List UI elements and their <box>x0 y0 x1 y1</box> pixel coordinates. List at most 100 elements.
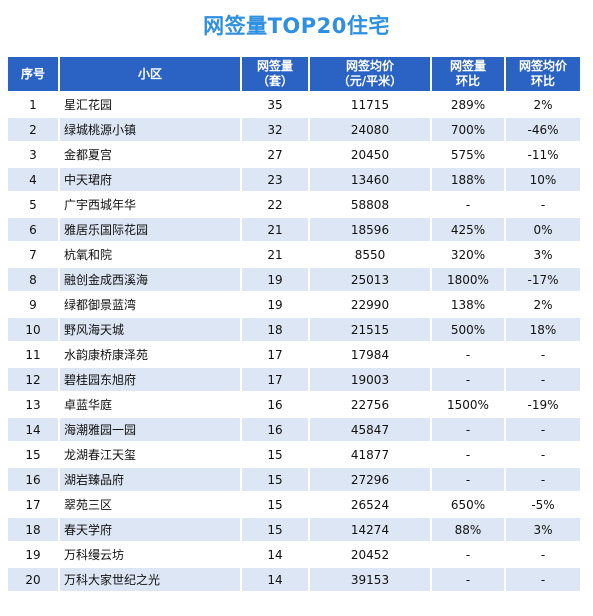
cell-index: 6 <box>8 218 58 241</box>
table-row: 3 金都夏宫 27 20450 575% -11% <box>8 143 580 166</box>
cell-index: 3 <box>8 143 58 166</box>
cell-price-mom: - <box>506 443 580 466</box>
cell-sales-count: 19 <box>242 293 308 316</box>
table-row: 12 碧桂园东旭府 17 19003- - <box>8 368 580 391</box>
cell-price-mom: - <box>506 193 580 216</box>
col-header-sales-count: 网签量 （套） <box>242 57 308 91</box>
cell-index: 18 <box>8 518 58 541</box>
cell-avg-price: 14274 <box>310 518 430 541</box>
table-row: 20 万科大家世纪之光 14 39153- - <box>8 568 580 591</box>
cell-count-mom: 320% <box>432 243 504 266</box>
cell-count-mom: 425% <box>432 218 504 241</box>
cell-count-mom: 500% <box>432 318 504 341</box>
cell-avg-price: 8550 <box>310 243 430 266</box>
table-row: 8 融创金成西溪海 19 25013 1800% -17% <box>8 268 580 291</box>
cell-sales-count: 19 <box>242 268 308 291</box>
cell-sales-count: 16 <box>242 418 308 441</box>
cell-index: 9 <box>8 293 58 316</box>
page-title: 网签量TOP20住宅 <box>203 14 390 38</box>
cell-count-mom: - <box>432 543 504 566</box>
cell-community: 融创金成西溪海 <box>60 268 240 291</box>
cell-sales-count: 14 <box>242 568 308 591</box>
cell-index: 8 <box>8 268 58 291</box>
cell-community: 龙湖春江天玺 <box>60 443 240 466</box>
table-row: 4 中天珺府 23 13460 188% 10% <box>8 168 580 191</box>
cell-index: 15 <box>8 443 58 466</box>
cell-price-mom: 3% <box>506 243 580 266</box>
cell-sales-count: 14 <box>242 543 308 566</box>
cell-price-mom: -5% <box>506 493 580 516</box>
cell-price-mom: 2% <box>506 293 580 316</box>
cell-count-mom: - <box>432 443 504 466</box>
cell-avg-price: 18596 <box>310 218 430 241</box>
cell-sales-count: 15 <box>242 518 308 541</box>
cell-price-mom: 10% <box>506 168 580 191</box>
cell-community: 中天珺府 <box>60 168 240 191</box>
cell-community: 广宇西城年华 <box>60 193 240 216</box>
cell-count-mom: - <box>432 343 504 366</box>
cell-avg-price: 21515 <box>310 318 430 341</box>
cell-count-mom: - <box>432 568 504 591</box>
table-row: 17 翠苑三区 15 26524 650% -5% <box>8 493 580 516</box>
col-header-index: 序号 <box>8 57 58 91</box>
cell-community: 万科缦云坊 <box>60 543 240 566</box>
cell-index: 19 <box>8 543 58 566</box>
cell-count-mom: 289% <box>432 93 504 116</box>
cell-count-mom: - <box>432 193 504 216</box>
cell-count-mom: 188% <box>432 168 504 191</box>
col-header-count-mom: 网签量 环比 <box>432 57 504 91</box>
cell-sales-count: 17 <box>242 343 308 366</box>
cell-sales-count: 27 <box>242 143 308 166</box>
cell-count-mom: 1800% <box>432 268 504 291</box>
cell-index: 13 <box>8 393 58 416</box>
cell-community: 杭氧和院 <box>60 243 240 266</box>
cell-sales-count: 15 <box>242 468 308 491</box>
cell-index: 4 <box>8 168 58 191</box>
table-row: 6 雅居乐国际花园 21 18596 425% 0% <box>8 218 580 241</box>
cell-avg-price: 24080 <box>310 118 430 141</box>
cell-count-mom: 1500% <box>432 393 504 416</box>
cell-sales-count: 16 <box>242 393 308 416</box>
cell-avg-price: 39153 <box>310 568 430 591</box>
cell-price-mom: 3% <box>506 518 580 541</box>
cell-index: 1 <box>8 93 58 116</box>
cell-avg-price: 45847 <box>310 418 430 441</box>
cell-sales-count: 15 <box>242 493 308 516</box>
table-row: 2 绿城桃源小镇 32 24080 700% -46% <box>8 118 580 141</box>
cell-index: 16 <box>8 468 58 491</box>
ranking-table: 序号 小区 网签量 （套） 网签均价 （元/平米） 网签量 环比 网签均价 环比 1 星汇… <box>6 55 582 593</box>
cell-community: 金都夏宫 <box>60 143 240 166</box>
cell-count-mom: 138% <box>432 293 504 316</box>
table-row: 14 海潮雅园一园 16 45847- - <box>8 418 580 441</box>
cell-index: 5 <box>8 193 58 216</box>
cell-price-mom: 18% <box>506 318 580 341</box>
cell-count-mom: - <box>432 418 504 441</box>
table-row: 5 广宇西城年华 22 58808- - <box>8 193 580 216</box>
cell-index: 14 <box>8 418 58 441</box>
cell-price-mom: -46% <box>506 118 580 141</box>
cell-avg-price: 22756 <box>310 393 430 416</box>
cell-sales-count: 35 <box>242 93 308 116</box>
cell-avg-price: 20450 <box>310 143 430 166</box>
cell-sales-count: 22 <box>242 193 308 216</box>
cell-community: 湖岩臻品府 <box>60 468 240 491</box>
cell-community: 海潮雅园一园 <box>60 418 240 441</box>
col-header-price-mom: 网签均价 环比 <box>506 57 580 91</box>
cell-avg-price: 19003 <box>310 368 430 391</box>
table-body: 1 星汇花园 35 11715 289% 2% 2 绿城桃源小镇 32 24080 700% -46%… <box>8 93 580 591</box>
cell-community: 野风海天城 <box>60 318 240 341</box>
cell-count-mom: - <box>432 368 504 391</box>
cell-index: 7 <box>8 243 58 266</box>
table-row: 15 龙湖春江天玺 15 41877- - <box>8 443 580 466</box>
table-row: 18 春天学府 15 14274 88% 3% <box>8 518 580 541</box>
cell-index: 20 <box>8 568 58 591</box>
table-row: 1 星汇花园 35 11715 289% 2% <box>8 93 580 116</box>
cell-avg-price: 27296 <box>310 468 430 491</box>
cell-index: 2 <box>8 118 58 141</box>
cell-avg-price: 11715 <box>310 93 430 116</box>
cell-avg-price: 17984 <box>310 343 430 366</box>
cell-avg-price: 20452 <box>310 543 430 566</box>
cell-community: 翠苑三区 <box>60 493 240 516</box>
cell-community: 雅居乐国际花园 <box>60 218 240 241</box>
cell-sales-count: 23 <box>242 168 308 191</box>
